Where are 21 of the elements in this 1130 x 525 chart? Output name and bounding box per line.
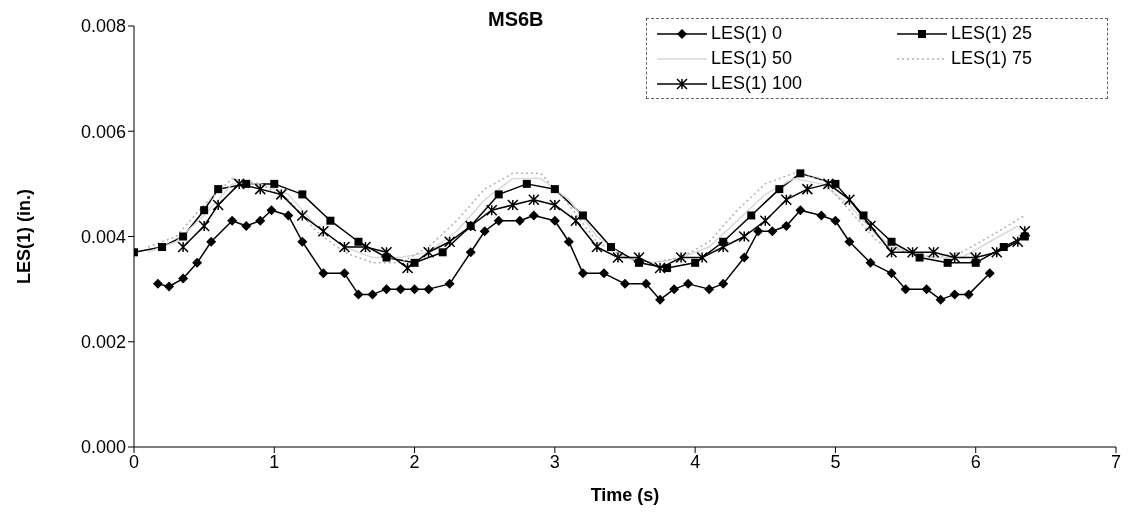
x-tick-label: 5 (830, 451, 841, 472)
y-axis-title: LES(1) (in.) (14, 189, 35, 284)
legend-label: LES(1) 25 (951, 23, 1033, 44)
legend-label: LES(1) 0 (711, 23, 783, 44)
y-tick-label: 0.006 (80, 121, 126, 142)
x-tick-label: 6 (970, 451, 981, 472)
x-axis-title: Time (s) (590, 485, 660, 505)
legend-label: LES(1) 75 (951, 48, 1033, 69)
legend-label: LES(1) 100 (711, 73, 803, 94)
x-tick-label: 4 (690, 451, 701, 472)
x-tick-label: 0 (128, 451, 140, 472)
x-tick-label: 7 (1110, 451, 1122, 472)
y-tick-label: 0.000 (80, 437, 126, 458)
x-tick-label: 2 (409, 451, 420, 472)
chart-title: MS6B (488, 8, 544, 31)
y-tick-label: 0.002 (80, 332, 126, 353)
y-tick-label: 0.004 (80, 226, 126, 247)
x-tick-label: 1 (269, 451, 280, 472)
y-tick-label: 0.008 (80, 16, 126, 37)
legend-label: LES(1) 50 (711, 48, 793, 69)
x-tick-label: 3 (549, 451, 560, 472)
